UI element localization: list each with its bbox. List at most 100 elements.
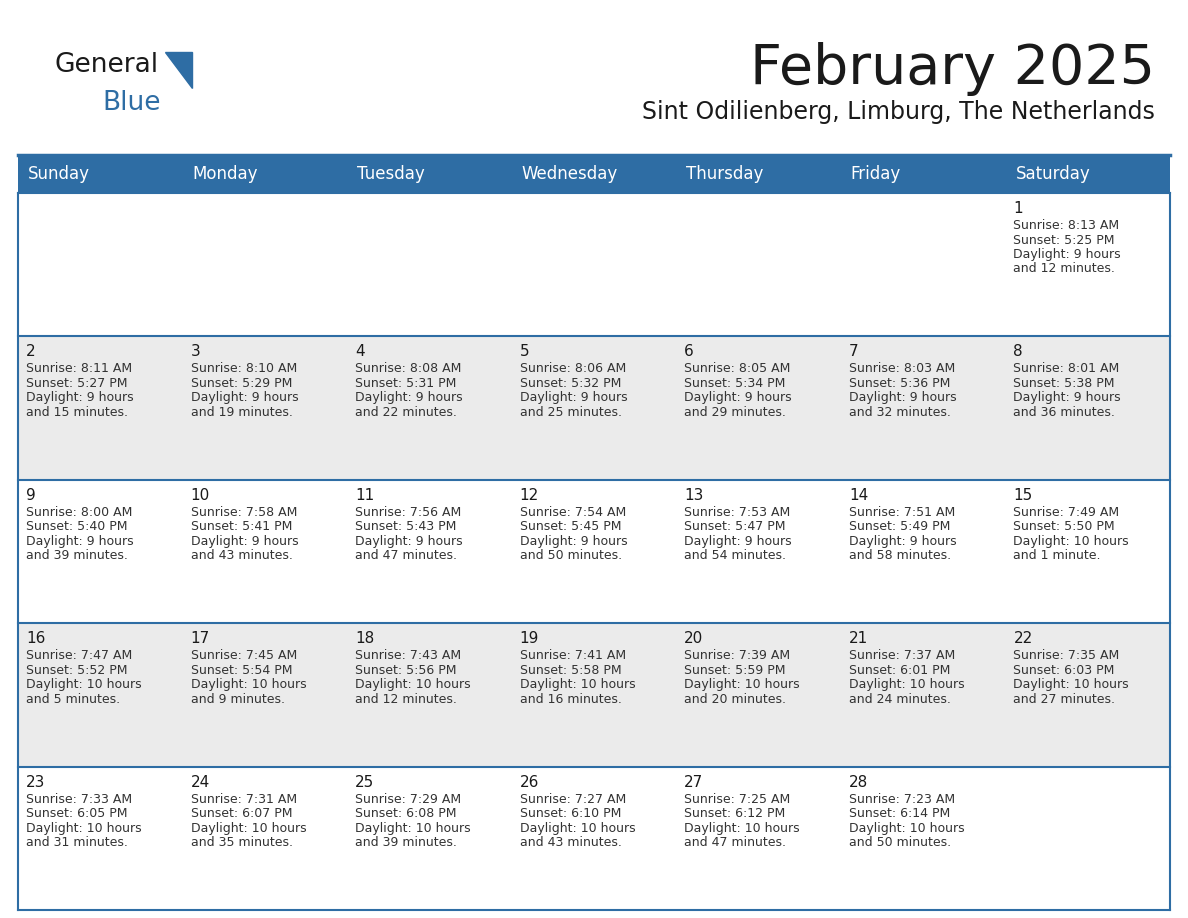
Text: Sunset: 5:54 PM: Sunset: 5:54 PM bbox=[190, 664, 292, 677]
Text: Monday: Monday bbox=[192, 165, 258, 183]
Text: 14: 14 bbox=[849, 487, 868, 503]
Text: Sunset: 5:56 PM: Sunset: 5:56 PM bbox=[355, 664, 456, 677]
Text: Daylight: 10 hours: Daylight: 10 hours bbox=[684, 678, 800, 691]
Text: and 19 minutes.: and 19 minutes. bbox=[190, 406, 292, 419]
Text: and 54 minutes.: and 54 minutes. bbox=[684, 549, 786, 563]
Text: Sunrise: 8:01 AM: Sunrise: 8:01 AM bbox=[1013, 363, 1119, 375]
Text: and 32 minutes.: and 32 minutes. bbox=[849, 406, 950, 419]
Text: Daylight: 9 hours: Daylight: 9 hours bbox=[519, 391, 627, 405]
Text: Sunrise: 8:06 AM: Sunrise: 8:06 AM bbox=[519, 363, 626, 375]
Text: Daylight: 9 hours: Daylight: 9 hours bbox=[684, 535, 792, 548]
Text: 15: 15 bbox=[1013, 487, 1032, 503]
Text: and 25 minutes.: and 25 minutes. bbox=[519, 406, 621, 419]
Text: Sunrise: 7:54 AM: Sunrise: 7:54 AM bbox=[519, 506, 626, 519]
Text: Daylight: 10 hours: Daylight: 10 hours bbox=[519, 678, 636, 691]
Text: Blue: Blue bbox=[102, 90, 160, 116]
Text: 5: 5 bbox=[519, 344, 530, 360]
Text: Daylight: 9 hours: Daylight: 9 hours bbox=[190, 535, 298, 548]
Text: Daylight: 9 hours: Daylight: 9 hours bbox=[355, 391, 463, 405]
Text: Daylight: 9 hours: Daylight: 9 hours bbox=[355, 535, 463, 548]
Text: 12: 12 bbox=[519, 487, 539, 503]
Text: and 16 minutes.: and 16 minutes. bbox=[519, 693, 621, 706]
Text: Daylight: 10 hours: Daylight: 10 hours bbox=[26, 822, 141, 834]
Text: and 31 minutes.: and 31 minutes. bbox=[26, 836, 128, 849]
Text: Sunset: 5:49 PM: Sunset: 5:49 PM bbox=[849, 521, 950, 533]
Text: Sunrise: 8:10 AM: Sunrise: 8:10 AM bbox=[190, 363, 297, 375]
Text: Friday: Friday bbox=[851, 165, 902, 183]
Text: Sunset: 6:03 PM: Sunset: 6:03 PM bbox=[1013, 664, 1114, 677]
Text: Sunrise: 8:00 AM: Sunrise: 8:00 AM bbox=[26, 506, 132, 519]
Text: Sunset: 5:41 PM: Sunset: 5:41 PM bbox=[190, 521, 292, 533]
Text: Sunset: 5:43 PM: Sunset: 5:43 PM bbox=[355, 521, 456, 533]
Text: Sunset: 5:27 PM: Sunset: 5:27 PM bbox=[26, 377, 127, 390]
Text: 21: 21 bbox=[849, 632, 868, 646]
Text: Sunrise: 8:05 AM: Sunrise: 8:05 AM bbox=[684, 363, 791, 375]
Text: Thursday: Thursday bbox=[687, 165, 764, 183]
Text: 25: 25 bbox=[355, 775, 374, 789]
Text: Sint Odilienberg, Limburg, The Netherlands: Sint Odilienberg, Limburg, The Netherlan… bbox=[643, 100, 1155, 124]
Text: 6: 6 bbox=[684, 344, 694, 360]
Text: Daylight: 10 hours: Daylight: 10 hours bbox=[684, 822, 800, 834]
Text: 10: 10 bbox=[190, 487, 210, 503]
Text: Sunset: 5:32 PM: Sunset: 5:32 PM bbox=[519, 377, 621, 390]
Text: Sunset: 6:08 PM: Sunset: 6:08 PM bbox=[355, 807, 456, 820]
Text: Sunrise: 7:47 AM: Sunrise: 7:47 AM bbox=[26, 649, 132, 662]
Text: Sunset: 5:52 PM: Sunset: 5:52 PM bbox=[26, 664, 127, 677]
Text: Daylight: 10 hours: Daylight: 10 hours bbox=[1013, 535, 1129, 548]
Bar bbox=[18, 155, 1170, 193]
Text: Sunrise: 8:13 AM: Sunrise: 8:13 AM bbox=[1013, 219, 1119, 232]
Text: Daylight: 10 hours: Daylight: 10 hours bbox=[519, 822, 636, 834]
Text: Sunset: 5:50 PM: Sunset: 5:50 PM bbox=[1013, 521, 1116, 533]
Text: 9: 9 bbox=[26, 487, 36, 503]
Text: Daylight: 10 hours: Daylight: 10 hours bbox=[190, 822, 307, 834]
Text: Sunrise: 7:33 AM: Sunrise: 7:33 AM bbox=[26, 792, 132, 806]
Text: Sunrise: 7:43 AM: Sunrise: 7:43 AM bbox=[355, 649, 461, 662]
Text: Sunrise: 7:58 AM: Sunrise: 7:58 AM bbox=[190, 506, 297, 519]
Text: Sunset: 5:34 PM: Sunset: 5:34 PM bbox=[684, 377, 785, 390]
Text: Sunrise: 7:27 AM: Sunrise: 7:27 AM bbox=[519, 792, 626, 806]
Text: February 2025: February 2025 bbox=[750, 42, 1155, 96]
Text: Daylight: 9 hours: Daylight: 9 hours bbox=[1013, 391, 1121, 405]
Text: Daylight: 9 hours: Daylight: 9 hours bbox=[26, 391, 133, 405]
Text: Sunset: 5:59 PM: Sunset: 5:59 PM bbox=[684, 664, 785, 677]
Text: 27: 27 bbox=[684, 775, 703, 789]
Text: Sunrise: 7:23 AM: Sunrise: 7:23 AM bbox=[849, 792, 955, 806]
Text: 24: 24 bbox=[190, 775, 210, 789]
Text: Sunset: 5:36 PM: Sunset: 5:36 PM bbox=[849, 377, 950, 390]
Text: Sunday: Sunday bbox=[29, 165, 90, 183]
Text: Sunset: 6:12 PM: Sunset: 6:12 PM bbox=[684, 807, 785, 820]
Text: 18: 18 bbox=[355, 632, 374, 646]
Text: and 39 minutes.: and 39 minutes. bbox=[26, 549, 128, 563]
Text: Sunset: 6:07 PM: Sunset: 6:07 PM bbox=[190, 807, 292, 820]
Text: Sunset: 6:05 PM: Sunset: 6:05 PM bbox=[26, 807, 127, 820]
Text: and 43 minutes.: and 43 minutes. bbox=[519, 836, 621, 849]
Text: General: General bbox=[55, 52, 159, 78]
Text: and 50 minutes.: and 50 minutes. bbox=[519, 549, 621, 563]
Text: Daylight: 10 hours: Daylight: 10 hours bbox=[849, 678, 965, 691]
Text: 1: 1 bbox=[1013, 201, 1023, 216]
Text: 20: 20 bbox=[684, 632, 703, 646]
Text: Daylight: 10 hours: Daylight: 10 hours bbox=[849, 822, 965, 834]
Text: Daylight: 9 hours: Daylight: 9 hours bbox=[684, 391, 792, 405]
Text: and 9 minutes.: and 9 minutes. bbox=[190, 693, 285, 706]
Text: Sunrise: 8:03 AM: Sunrise: 8:03 AM bbox=[849, 363, 955, 375]
Text: Daylight: 9 hours: Daylight: 9 hours bbox=[849, 535, 956, 548]
Text: Daylight: 10 hours: Daylight: 10 hours bbox=[355, 678, 470, 691]
Text: and 12 minutes.: and 12 minutes. bbox=[1013, 263, 1116, 275]
Text: 3: 3 bbox=[190, 344, 201, 360]
Text: 19: 19 bbox=[519, 632, 539, 646]
Text: 4: 4 bbox=[355, 344, 365, 360]
Text: Sunrise: 7:31 AM: Sunrise: 7:31 AM bbox=[190, 792, 297, 806]
Text: Daylight: 9 hours: Daylight: 9 hours bbox=[519, 535, 627, 548]
Text: Sunrise: 7:39 AM: Sunrise: 7:39 AM bbox=[684, 649, 790, 662]
Text: Daylight: 9 hours: Daylight: 9 hours bbox=[26, 535, 133, 548]
Text: 8: 8 bbox=[1013, 344, 1023, 360]
Text: and 50 minutes.: and 50 minutes. bbox=[849, 836, 950, 849]
Text: Sunset: 5:58 PM: Sunset: 5:58 PM bbox=[519, 664, 621, 677]
Text: 7: 7 bbox=[849, 344, 859, 360]
Text: Tuesday: Tuesday bbox=[358, 165, 425, 183]
Text: Sunrise: 7:56 AM: Sunrise: 7:56 AM bbox=[355, 506, 461, 519]
Text: and 47 minutes.: and 47 minutes. bbox=[355, 549, 457, 563]
Bar bbox=[18, 193, 1170, 336]
Text: Daylight: 9 hours: Daylight: 9 hours bbox=[849, 391, 956, 405]
